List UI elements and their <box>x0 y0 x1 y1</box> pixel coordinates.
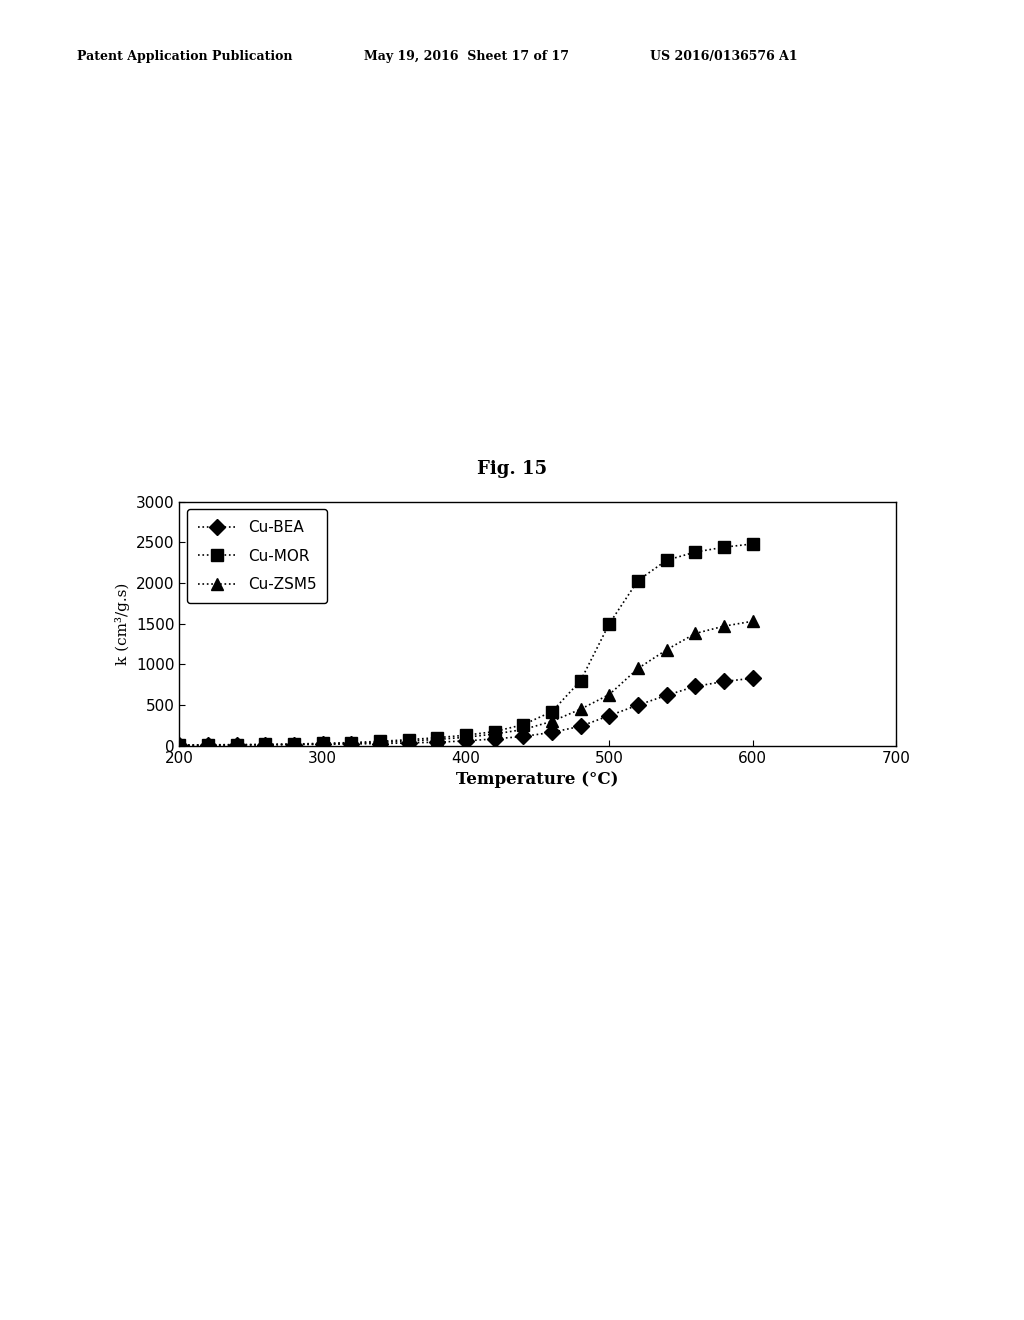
Cu-ZSM5 <box>316 737 329 752</box>
Text: May 19, 2016  Sheet 17 of 17: May 19, 2016 Sheet 17 of 17 <box>364 50 568 63</box>
Cu-BEA <box>718 673 730 689</box>
Line: Cu-BEA: Cu-BEA <box>174 673 758 751</box>
Cu-BEA <box>603 708 615 723</box>
Cu-MOR <box>574 673 587 689</box>
Cu-MOR <box>374 734 386 750</box>
Cu-BEA <box>374 735 386 751</box>
Cu-ZSM5 <box>546 713 558 729</box>
Cu-BEA <box>345 737 357 752</box>
Cu-MOR <box>402 731 415 747</box>
Cu-BEA <box>460 733 472 748</box>
Text: US 2016/0136576 A1: US 2016/0136576 A1 <box>650 50 798 63</box>
Cu-BEA <box>259 737 271 752</box>
Cu-MOR <box>632 573 644 589</box>
Cu-ZSM5 <box>173 738 185 754</box>
Cu-MOR <box>173 738 185 754</box>
Cu-BEA <box>746 671 759 686</box>
Cu-ZSM5 <box>574 701 587 717</box>
Cu-BEA <box>689 678 701 694</box>
Cu-MOR <box>746 536 759 552</box>
Cu-MOR <box>431 730 443 746</box>
Cu-BEA <box>402 735 415 751</box>
Cu-MOR <box>660 552 673 568</box>
Cu-BEA <box>660 688 673 704</box>
Cu-MOR <box>488 723 501 739</box>
Cu-ZSM5 <box>288 737 300 752</box>
Cu-BEA <box>488 731 501 747</box>
Cu-MOR <box>345 735 357 751</box>
Cu-ZSM5 <box>202 738 214 754</box>
Cu-MOR <box>718 540 730 556</box>
Cu-ZSM5 <box>517 722 529 738</box>
Cu-MOR <box>316 735 329 751</box>
Cu-BEA <box>202 738 214 754</box>
Cu-BEA <box>431 734 443 750</box>
Cu-BEA <box>517 729 529 744</box>
Cu-ZSM5 <box>660 642 673 657</box>
Cu-ZSM5 <box>689 626 701 642</box>
Cu-ZSM5 <box>603 686 615 702</box>
Text: Patent Application Publication: Patent Application Publication <box>77 50 292 63</box>
Cu-ZSM5 <box>402 733 415 748</box>
Cu-MOR <box>202 737 214 752</box>
Cu-BEA <box>632 697 644 713</box>
Cu-BEA <box>316 737 329 752</box>
Cu-ZSM5 <box>431 731 443 747</box>
Cu-ZSM5 <box>460 730 472 746</box>
Cu-MOR <box>603 615 615 632</box>
Line: Cu-ZSM5: Cu-ZSM5 <box>174 615 758 751</box>
Cu-MOR <box>517 717 529 733</box>
Cu-MOR <box>230 737 243 752</box>
Cu-ZSM5 <box>488 726 501 742</box>
Text: Fig. 15: Fig. 15 <box>477 459 547 478</box>
Cu-BEA <box>230 737 243 752</box>
Cu-ZSM5 <box>259 737 271 752</box>
Y-axis label: k (cm³/g.s): k (cm³/g.s) <box>115 582 130 665</box>
Cu-MOR <box>288 737 300 752</box>
Cu-MOR <box>546 704 558 719</box>
Line: Cu-MOR: Cu-MOR <box>174 539 758 751</box>
Cu-ZSM5 <box>718 618 730 634</box>
Cu-BEA <box>288 737 300 752</box>
Cu-MOR <box>460 727 472 743</box>
Cu-ZSM5 <box>374 734 386 750</box>
Legend: Cu-BEA, Cu-MOR, Cu-ZSM5: Cu-BEA, Cu-MOR, Cu-ZSM5 <box>186 510 328 603</box>
Cu-ZSM5 <box>746 614 759 630</box>
Cu-MOR <box>259 737 271 752</box>
Cu-ZSM5 <box>345 735 357 751</box>
Cu-BEA <box>173 738 185 754</box>
Cu-BEA <box>546 725 558 741</box>
X-axis label: Temperature (°C): Temperature (°C) <box>457 771 618 788</box>
Cu-ZSM5 <box>230 737 243 752</box>
Cu-MOR <box>689 544 701 560</box>
Cu-BEA <box>574 718 587 734</box>
Cu-ZSM5 <box>632 660 644 676</box>
